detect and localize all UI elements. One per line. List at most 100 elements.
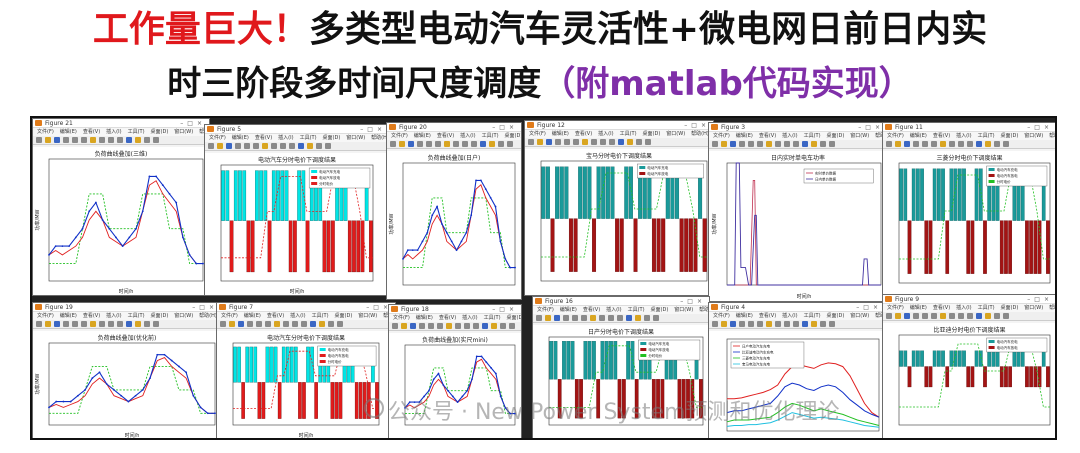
- window-titlebar[interactable]: Figure 3 –□×: [709, 123, 887, 132]
- data-cursor-icon[interactable]: [117, 137, 123, 143]
- open-icon[interactable]: [399, 141, 405, 147]
- zoom-in-icon[interactable]: [81, 137, 87, 143]
- zoom-out-icon[interactable]: [582, 139, 588, 145]
- colorbar-icon[interactable]: [500, 323, 506, 329]
- window-titlebar[interactable]: Figure 5 –□×: [205, 125, 389, 134]
- zoom-in-icon[interactable]: [757, 321, 763, 327]
- menu-item[interactable]: 工具(T): [311, 313, 329, 319]
- new-file-icon[interactable]: [392, 323, 398, 329]
- legend-icon[interactable]: [325, 143, 331, 149]
- rotate-icon[interactable]: [784, 321, 790, 327]
- brush-icon[interactable]: [618, 139, 624, 145]
- menu-item[interactable]: 编辑(E): [909, 133, 927, 139]
- legend-icon[interactable]: [829, 141, 835, 147]
- menu-item[interactable]: 编辑(E): [909, 305, 927, 311]
- colorbar-icon[interactable]: [994, 141, 1000, 147]
- pan-icon[interactable]: [775, 141, 781, 147]
- menu-item[interactable]: 窗口(W): [1024, 133, 1044, 139]
- zoom-in-icon[interactable]: [81, 321, 87, 327]
- data-cursor-icon[interactable]: [289, 143, 295, 149]
- menu-item[interactable]: 桌面(D): [1000, 305, 1019, 311]
- print-icon[interactable]: [417, 141, 423, 147]
- menu-item[interactable]: 查看(V): [758, 133, 777, 139]
- data-cursor-icon[interactable]: [617, 315, 623, 321]
- pointer-icon[interactable]: [572, 315, 578, 321]
- new-file-icon[interactable]: [36, 137, 42, 143]
- pointer-icon[interactable]: [748, 321, 754, 327]
- zoom-out-icon[interactable]: [444, 141, 450, 147]
- menu-item[interactable]: 查看(V): [254, 135, 273, 141]
- menu-item[interactable]: 窗口(W): [850, 133, 870, 139]
- menu-item[interactable]: 文件(F): [537, 307, 554, 313]
- brush-icon[interactable]: [802, 321, 808, 327]
- figure-window[interactable]: Figure 3 –□× 文件(F) 编辑(E) 查看(V) 插入(I) 工具(T) 桌面(D…: [708, 122, 888, 302]
- pan-icon[interactable]: [455, 323, 461, 329]
- menu-item[interactable]: 文件(F): [529, 131, 546, 137]
- open-icon[interactable]: [537, 139, 543, 145]
- figure-window[interactable]: Figure 12 –□× 文件(F) 编辑(E) 查看(V) 插入(I) 工具(T) 桌面(…: [524, 120, 714, 296]
- zoom-out-icon[interactable]: [446, 323, 452, 329]
- rotate-icon[interactable]: [784, 141, 790, 147]
- print-icon[interactable]: [913, 141, 919, 147]
- figure-window[interactable]: Figure 4 –□× 文件(F) 编辑(E) 查看(V) 插入(I) 工具(T) 桌面(D…: [708, 302, 886, 438]
- menu-item[interactable]: 文件(F): [37, 313, 54, 319]
- zoom-in-icon[interactable]: [265, 321, 271, 327]
- window-controls[interactable]: –□×: [858, 124, 884, 131]
- menu-item[interactable]: 插入(I): [106, 313, 122, 319]
- menu-item[interactable]: 工具(T): [127, 313, 145, 319]
- pointer-icon[interactable]: [922, 141, 928, 147]
- menu-item[interactable]: 插入(I): [460, 133, 476, 139]
- menu-item[interactable]: 工具(T): [619, 131, 637, 137]
- brush-icon[interactable]: [482, 323, 488, 329]
- colorbar-icon[interactable]: [636, 139, 642, 145]
- rotate-icon[interactable]: [958, 141, 964, 147]
- colorbar-icon[interactable]: [316, 143, 322, 149]
- data-cursor-icon[interactable]: [793, 321, 799, 327]
- zoom-out-icon[interactable]: [940, 141, 946, 147]
- link-icon[interactable]: [491, 323, 497, 329]
- pointer-icon[interactable]: [244, 143, 250, 149]
- zoom-out-icon[interactable]: [90, 321, 96, 327]
- pan-icon[interactable]: [99, 137, 105, 143]
- save-icon[interactable]: [730, 321, 736, 327]
- menu-item[interactable]: 窗口(W): [1024, 305, 1044, 311]
- zoom-in-icon[interactable]: [581, 315, 587, 321]
- menu-item[interactable]: 编辑(E): [413, 133, 431, 139]
- figure-window[interactable]: Figure 18 –□× 文件(F) 编辑(E) 查看(V) 插入(I) 工具(T) 桌面(…: [388, 304, 522, 438]
- rotate-icon[interactable]: [600, 139, 606, 145]
- window-titlebar[interactable]: Figure 7 –□×: [217, 303, 395, 312]
- menu-item[interactable]: 查看(V): [438, 315, 457, 321]
- legend-icon[interactable]: [1003, 313, 1009, 319]
- pan-icon[interactable]: [949, 313, 955, 319]
- open-icon[interactable]: [895, 141, 901, 147]
- open-icon[interactable]: [895, 313, 901, 319]
- zoom-in-icon[interactable]: [757, 141, 763, 147]
- open-icon[interactable]: [721, 321, 727, 327]
- link-icon[interactable]: [627, 139, 633, 145]
- figure-window[interactable]: Figure 11 –□× 文件(F) 编辑(E) 查看(V) 插入(I) 工具(T) 桌面(…: [882, 122, 1055, 298]
- menu-item[interactable]: 窗口(W): [174, 129, 194, 135]
- save-icon[interactable]: [554, 315, 560, 321]
- print-icon[interactable]: [555, 139, 561, 145]
- menu-item[interactable]: 编辑(E): [415, 315, 433, 321]
- save-icon[interactable]: [238, 321, 244, 327]
- zoom-out-icon[interactable]: [262, 143, 268, 149]
- zoom-out-icon[interactable]: [766, 141, 772, 147]
- link-icon[interactable]: [319, 321, 325, 327]
- open-icon[interactable]: [721, 141, 727, 147]
- menu-item[interactable]: 编辑(E): [735, 133, 753, 139]
- colorbar-icon[interactable]: [994, 313, 1000, 319]
- menu-item[interactable]: 帮助(H): [699, 307, 709, 313]
- colorbar-icon[interactable]: [498, 141, 504, 147]
- zoom-out-icon[interactable]: [940, 313, 946, 319]
- menu-item[interactable]: 文件(F): [221, 313, 238, 319]
- window-controls[interactable]: –□×: [360, 126, 386, 133]
- zoom-in-icon[interactable]: [573, 139, 579, 145]
- menu-item[interactable]: 插入(I): [290, 313, 306, 319]
- menu-item[interactable]: 帮助(H): [875, 133, 887, 139]
- zoom-in-icon[interactable]: [437, 323, 443, 329]
- legend-icon[interactable]: [829, 321, 835, 327]
- menu-item[interactable]: 文件(F): [209, 135, 226, 141]
- menu-item[interactable]: 文件(F): [887, 133, 904, 139]
- rotate-icon[interactable]: [292, 321, 298, 327]
